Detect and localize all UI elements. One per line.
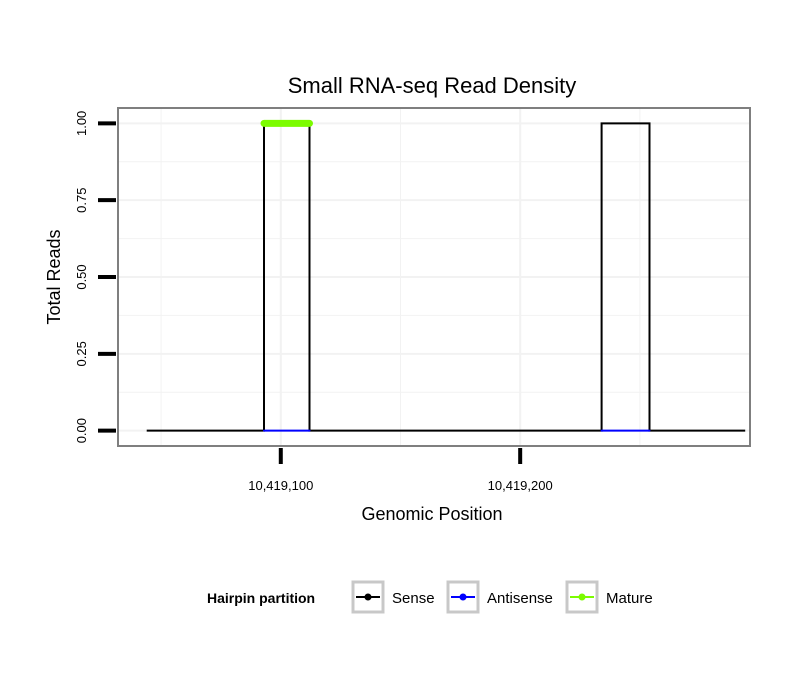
series-line-sense bbox=[146, 122, 746, 432]
x-axis-title: Genomic Position bbox=[361, 504, 502, 524]
legend-item-sense: Sense bbox=[351, 580, 435, 614]
data-layer bbox=[146, 119, 746, 432]
panel-border bbox=[117, 107, 751, 447]
legend-key-dot bbox=[578, 593, 586, 601]
chart-title: Small RNA-seq Read Density bbox=[288, 73, 577, 98]
legend-label: Mature bbox=[606, 590, 653, 607]
x-tick-label: 10,419,100 bbox=[248, 478, 313, 493]
legend-key-dot bbox=[364, 593, 372, 601]
axes: 10,419,100 10,419,200 0.00 0.25 0.50 0.75 1.00 bbox=[74, 111, 553, 493]
y-tick-label: 0.75 bbox=[74, 188, 89, 213]
y-tick-label: 0.50 bbox=[74, 264, 89, 289]
y-tick-label: 0.25 bbox=[74, 341, 89, 366]
legend-title: Hairpin partition bbox=[207, 590, 315, 606]
y-tick-label: 1.00 bbox=[74, 111, 89, 136]
legend-item-mature: Mature bbox=[565, 580, 653, 614]
y-axis-title: Total Reads bbox=[44, 229, 64, 324]
legend-key-dot bbox=[459, 593, 467, 601]
grid bbox=[118, 108, 750, 446]
y-tick-label: 0.00 bbox=[74, 418, 89, 443]
legend: Hairpin partition Sense Antisense Mature bbox=[207, 580, 653, 614]
legend-label: Sense bbox=[392, 590, 435, 607]
legend-label: Antisense bbox=[487, 590, 553, 607]
legend-item-antisense: Antisense bbox=[446, 580, 553, 614]
x-tick-label: 10,419,200 bbox=[488, 478, 553, 493]
